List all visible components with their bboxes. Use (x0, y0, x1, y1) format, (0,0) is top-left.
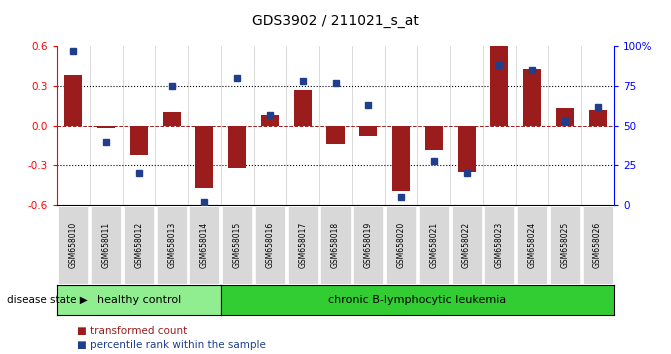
Bar (97, 126, 115, 128)
Text: chronic B-lymphocytic leukemia: chronic B-lymphocytic leukemia (328, 295, 507, 305)
Bar (162, 113, 180, 126)
Text: GSM658026: GSM658026 (593, 222, 602, 268)
Text: GSM658014: GSM658014 (200, 222, 209, 268)
Text: GSM658010: GSM658010 (69, 222, 78, 268)
Text: ■ percentile rank within the sample: ■ percentile rank within the sample (77, 340, 266, 350)
Bar (491, 46, 509, 126)
Bar (228, 126, 246, 168)
Text: GSM658015: GSM658015 (233, 222, 242, 268)
Bar (425, 126, 443, 149)
Text: GSM658020: GSM658020 (397, 222, 405, 268)
Text: GSM658019: GSM658019 (364, 222, 373, 268)
Bar (392, 126, 410, 191)
Bar (294, 90, 312, 126)
Bar (64, 75, 83, 126)
Text: GSM658023: GSM658023 (495, 222, 504, 268)
Text: GSM658011: GSM658011 (102, 222, 111, 268)
Bar (327, 126, 344, 144)
Text: GSM658016: GSM658016 (266, 222, 274, 268)
Text: healthy control: healthy control (97, 295, 181, 305)
Text: GSM658021: GSM658021 (429, 222, 438, 268)
Text: disease state ▶: disease state ▶ (7, 295, 87, 305)
Bar (195, 126, 213, 188)
Text: GSM658012: GSM658012 (134, 222, 144, 268)
Bar (556, 108, 574, 126)
Text: GSM658018: GSM658018 (331, 222, 340, 268)
Bar (458, 126, 476, 172)
Text: GSM658025: GSM658025 (560, 222, 569, 268)
Text: GSM658022: GSM658022 (462, 222, 471, 268)
Text: ■ transformed count: ■ transformed count (77, 326, 187, 336)
Text: GSM658024: GSM658024 (527, 222, 537, 268)
Bar (130, 126, 148, 155)
Text: GSM658013: GSM658013 (167, 222, 176, 268)
Text: GSM658017: GSM658017 (298, 222, 307, 268)
Bar (359, 126, 377, 136)
Bar (523, 69, 541, 126)
Text: GDS3902 / 211021_s_at: GDS3902 / 211021_s_at (252, 14, 419, 28)
Bar (588, 110, 607, 126)
Bar (261, 115, 279, 126)
